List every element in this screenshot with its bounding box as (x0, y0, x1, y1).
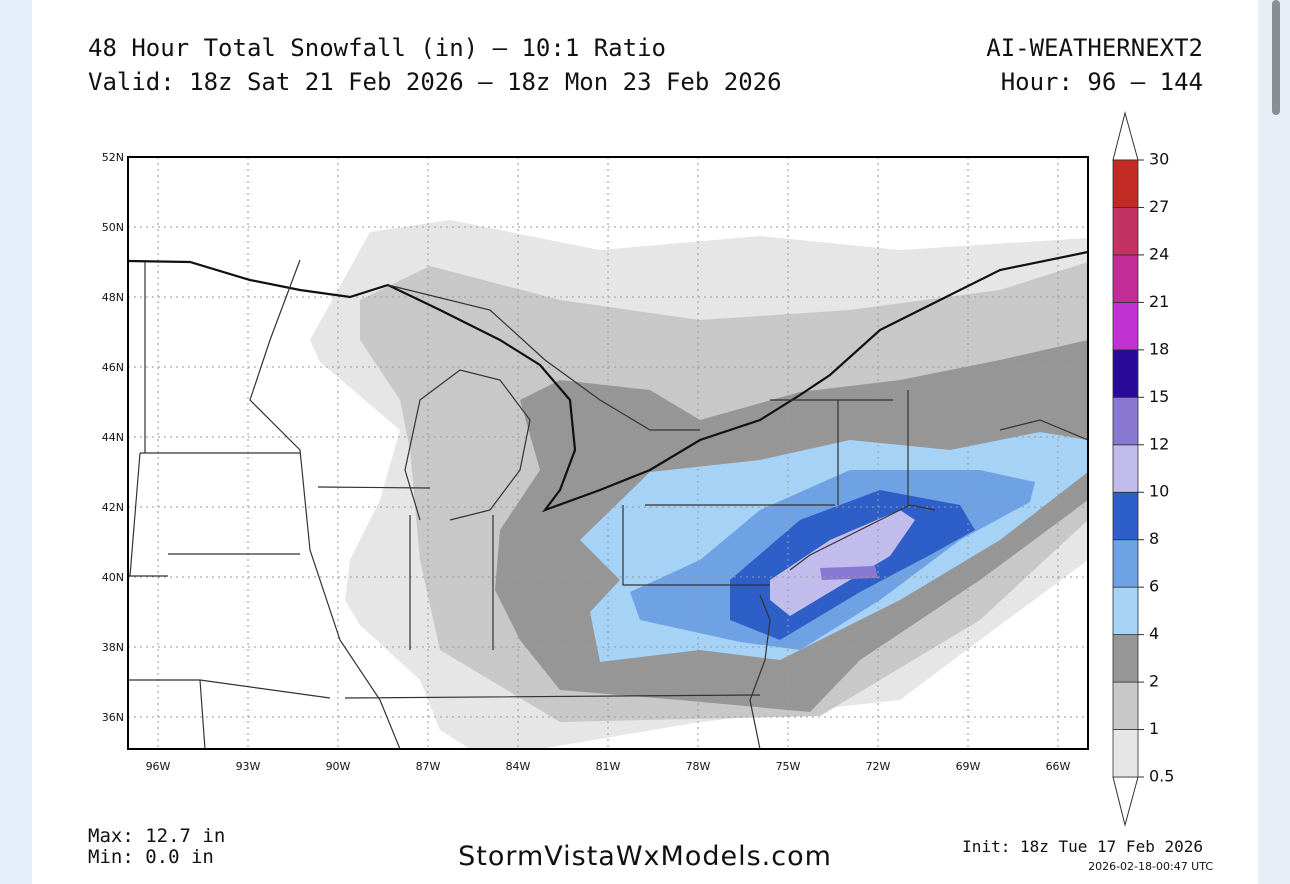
colorbar-top-arrow (1112, 111, 1139, 161)
colorbar-label: 27 (1149, 197, 1169, 216)
snow-10 (770, 510, 915, 616)
colorbar-label: 6 (1149, 577, 1159, 596)
colorbar-label: 1 (1149, 719, 1159, 738)
lon-label: 75W (776, 760, 801, 773)
colorbar-bin (1112, 586, 1139, 636)
lon-label: 90W (326, 760, 351, 773)
colorbar-bin (1112, 444, 1139, 493)
scroll-thumb[interactable] (1272, 0, 1280, 115)
colorbar-label: 4 (1149, 624, 1159, 643)
colorbar-bin (1112, 301, 1139, 351)
lat-label: 42N (102, 501, 124, 514)
colorbar-label: 15 (1149, 387, 1169, 406)
timestamp: 2026-02-18-00:47 UTC (1088, 860, 1213, 873)
init-time: Init: 18z Tue 17 Feb 2026 (962, 837, 1203, 856)
colorbar-label: 2 (1149, 672, 1159, 691)
colorbar-bin (1112, 254, 1139, 303)
colorbar-bin (1112, 634, 1139, 683)
site-name: StormVistaWxModels.com (458, 841, 832, 872)
colorbar-label: 0.5 (1149, 767, 1174, 786)
map-frame (127, 156, 1089, 750)
valid-time: Valid: 18z Sat 21 Feb 2026 — 18z Mon 23 … (88, 68, 782, 96)
colorbar-label: 21 (1149, 292, 1169, 311)
lat-label: 36N (102, 711, 124, 724)
lat-label: 52N (102, 151, 124, 164)
colorbar-bin (1112, 159, 1139, 208)
lat-label: 44N (102, 431, 124, 444)
colorbar-label: 8 (1149, 529, 1159, 548)
forecast-hour: Hour: 96 — 144 (1001, 68, 1203, 96)
colorbar-bin (1112, 349, 1139, 398)
lon-label: 81W (596, 760, 621, 773)
colorbar-bin (1112, 539, 1139, 588)
lat-label: 50N (102, 221, 124, 234)
min-value: Min: 0.0 in (88, 846, 214, 868)
colorbar-bin (1112, 396, 1139, 446)
lat-label: 46N (102, 361, 124, 374)
boundaries (128, 250, 1088, 749)
lat-label: 38N (102, 641, 124, 654)
colorbar-label: 24 (1149, 244, 1169, 263)
title: 48 Hour Total Snowfall (in) — 10:1 Ratio (88, 34, 666, 62)
lon-label: 93W (236, 760, 261, 773)
scrollbar[interactable] (1258, 0, 1290, 884)
model-name: AI-WEATHERNEXT2 (986, 34, 1203, 62)
colorbar-bin (1112, 681, 1139, 730)
lon-label: 69W (956, 760, 981, 773)
max-value: Max: 12.7 in (88, 825, 225, 847)
colorbar-label: 18 (1149, 339, 1169, 358)
snowfall-fields (310, 220, 1088, 749)
colorbar-bin (1112, 207, 1139, 256)
colorbar-bottom-arrow (1112, 776, 1139, 827)
lon-label: 96W (146, 760, 171, 773)
snow-12 (820, 566, 878, 580)
lat-label: 40N (102, 571, 124, 584)
lon-label: 72W (866, 760, 891, 773)
lon-label: 78W (686, 760, 711, 773)
lon-label: 66W (1046, 760, 1071, 773)
colorbar-label: 30 (1149, 150, 1169, 169)
colorbar-label: 12 (1149, 434, 1169, 453)
lat-label: 48N (102, 291, 124, 304)
colorbar-bin (1112, 491, 1139, 541)
colorbar-label: 10 (1149, 482, 1169, 501)
colorbar-bin (1112, 729, 1139, 778)
lon-label: 84W (506, 760, 531, 773)
lon-label: 87W (416, 760, 441, 773)
